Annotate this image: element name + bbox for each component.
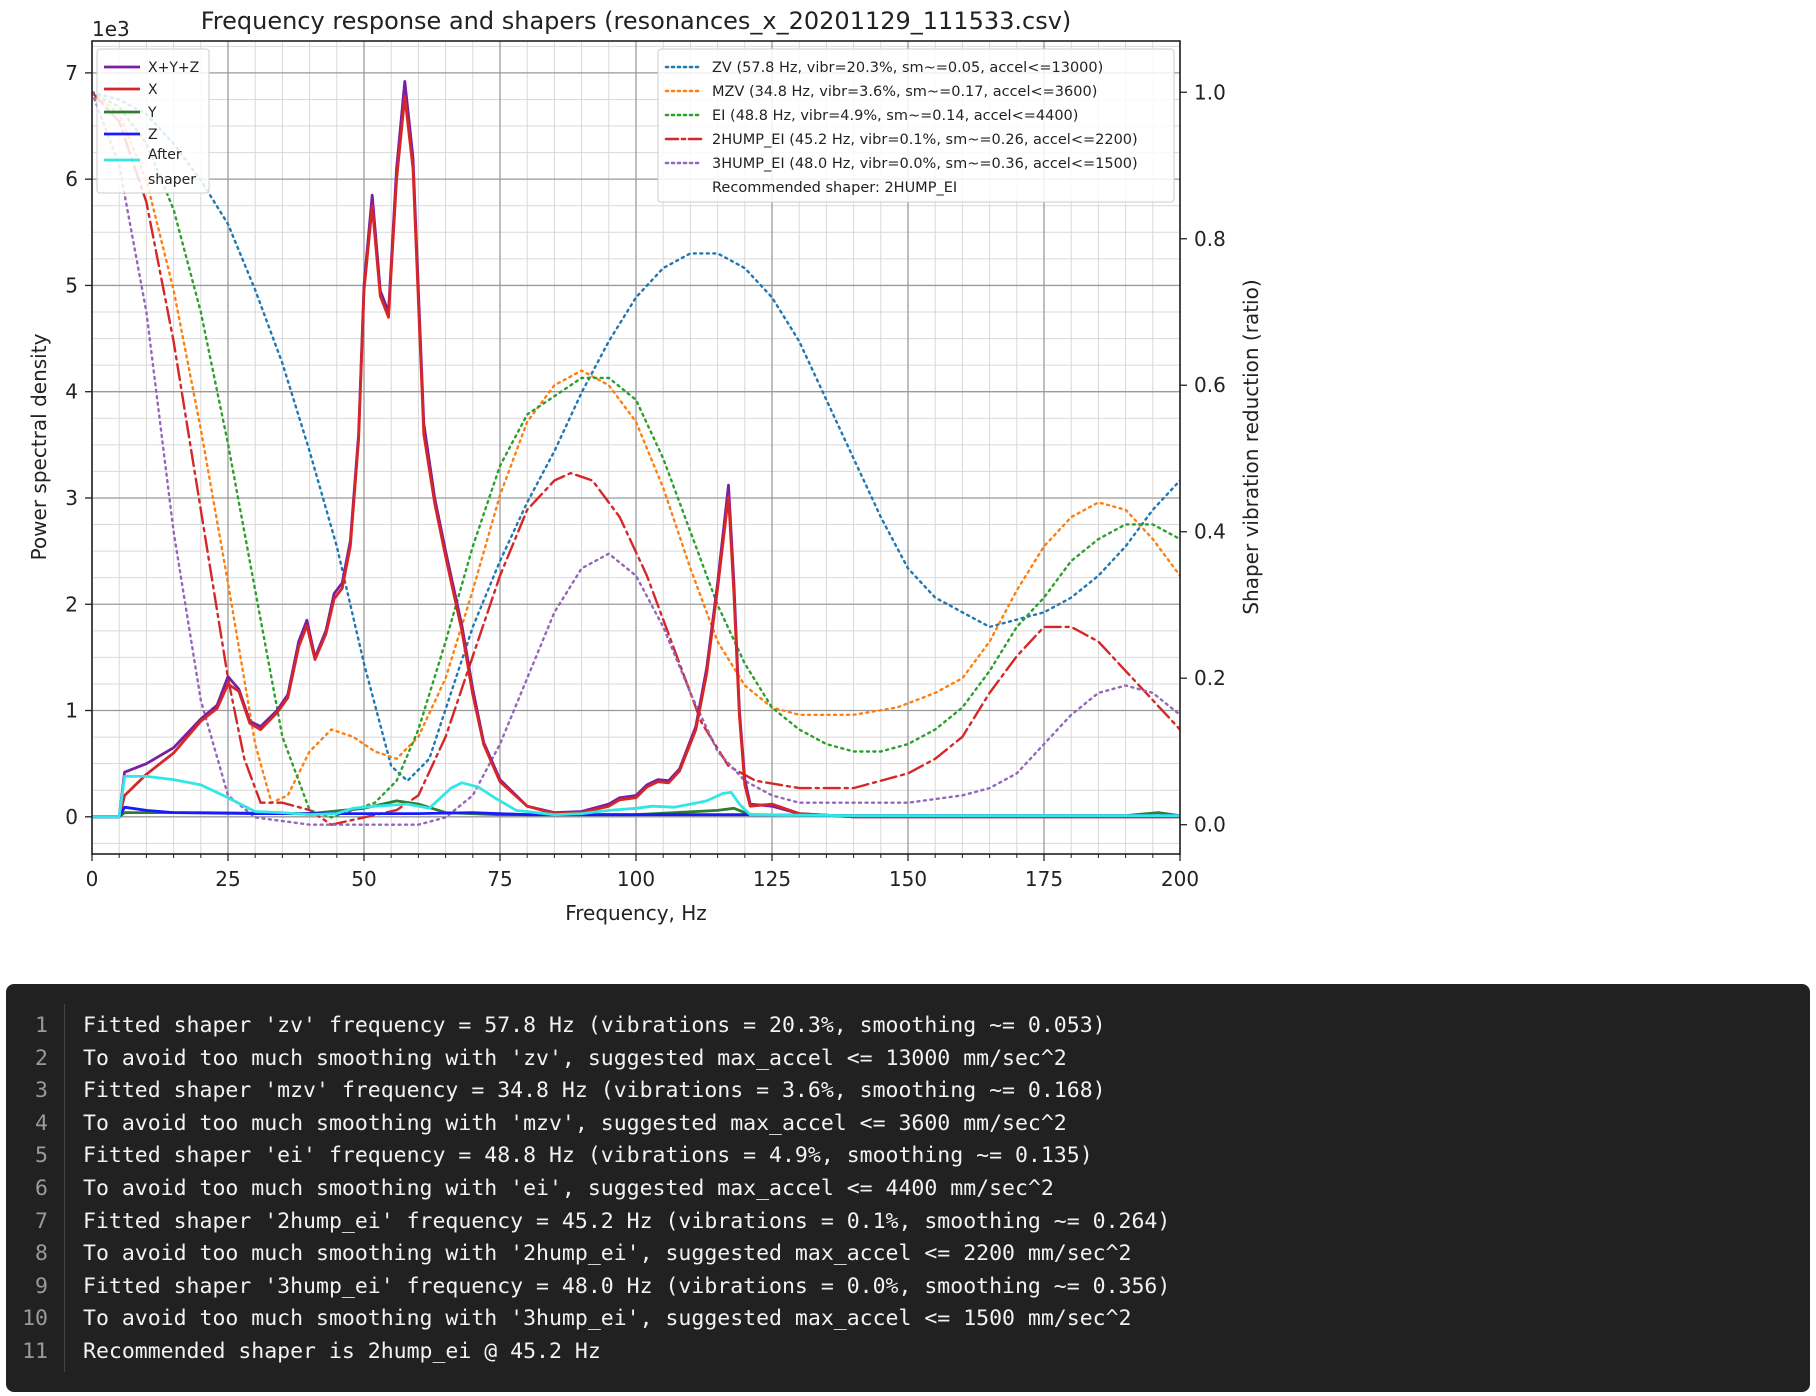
console-line-text: Recommended shaper is 2hump_ei @ 45.2 Hz [83, 1338, 601, 1364]
console-line-text: To avoid too much smoothing with '3hump_… [83, 1306, 1132, 1332]
y2-tick-label: 0.0 [1194, 813, 1226, 837]
console-output: 1 Fitted shaper 'zv' frequency = 57.8 Hz … [6, 984, 1810, 1392]
console-line: 11 Recommended shaper is 2hump_ei @ 45.2 … [6, 1336, 1810, 1369]
y-tick-label: 7 [65, 61, 78, 85]
x-tick-label: 200 [1161, 867, 1199, 891]
console-line: 9 Fitted shaper '3hump_ei' frequency = 48… [6, 1271, 1810, 1304]
legend-label-z: Z [148, 127, 158, 143]
y-tick-label: 6 [65, 167, 78, 191]
line-number: 11 [22, 1338, 48, 1364]
console-line: 5 Fitted shaper 'ei' frequency = 48.8 Hz … [6, 1140, 1810, 1173]
shaper-line-2hump-ei [92, 91, 1180, 826]
console-line-text: Fitted shaper 'mzv' frequency = 34.8 Hz … [83, 1078, 1106, 1104]
y-tick-label: 3 [65, 486, 78, 510]
chart-svg: 0 25 50 75 100 125 150 175 200 0 1 2 3 4 5 6 7 0.0 0.2 0.4 0… [27, 7, 1263, 925]
y2-tick-label: 1.0 [1194, 80, 1226, 104]
y-tick-label: 2 [65, 592, 78, 616]
x-tick-label: 25 [215, 867, 240, 891]
legend-recommended-text: Recommended shaper: 2HUMP_EI [712, 180, 957, 196]
y2-tick-label: 0.4 [1194, 520, 1226, 544]
console-lines: 1 Fitted shaper 'zv' frequency = 57.8 Hz … [6, 1010, 1810, 1369]
x-axis-label: Frequency, Hz [565, 901, 707, 925]
legend-label-x-y-z: X+Y+Z [148, 60, 199, 76]
y-axis-label: Power spectral density [27, 333, 51, 560]
frequency-response-chart: 0 25 50 75 100 125 150 175 200 0 1 2 3 4 5 6 7 0.0 0.2 0.4 0… [27, 7, 1263, 925]
x-tick-label: 125 [753, 867, 791, 891]
x-tick-label: 50 [351, 867, 376, 891]
line-number: 10 [22, 1306, 48, 1332]
console-line: 2 To avoid too much smoothing with 'zv', … [6, 1043, 1810, 1076]
line-number: 5 [35, 1143, 48, 1169]
console-line: 1 Fitted shaper 'zv' frequency = 57.8 Hz … [6, 1010, 1810, 1043]
console-line: 7 Fitted shaper '2hump_ei' frequency = 45… [6, 1206, 1810, 1239]
chart-title: Frequency response and shapers (resonanc… [201, 7, 1072, 35]
legend-label-3hump-ei: 3HUMP_EI (48.0 Hz, vibr=0.0%, sm~=0.36, … [712, 156, 1138, 172]
psd-line-x [92, 94, 1180, 819]
x-tick-label: 75 [487, 867, 512, 891]
y-tick-label: 0 [65, 805, 78, 829]
console-line: 8 To avoid too much smoothing with '2hump… [6, 1238, 1810, 1271]
x-tick-label: 100 [617, 867, 655, 891]
line-number-gutter [64, 1004, 65, 1372]
console-line: 10 To avoid too much smoothing with '3hum… [6, 1303, 1810, 1336]
psd-line-after-shaper [92, 775, 1180, 819]
y-tick-label: 4 [65, 380, 78, 404]
line-number: 4 [35, 1110, 48, 1136]
console-line-text: To avoid too much smoothing with 'ei', s… [83, 1175, 1054, 1201]
y-axis-multiplier: 1e3 [92, 17, 130, 41]
line-number: 6 [35, 1175, 48, 1201]
x-tick-label: 175 [1025, 867, 1063, 891]
y2-tick-label: 0.8 [1194, 227, 1226, 251]
console-line: 6 To avoid too much smoothing with 'ei', … [6, 1173, 1810, 1206]
psd-line-z [92, 805, 1180, 819]
console-line: 4 To avoid too much smoothing with 'mzv',… [6, 1108, 1810, 1141]
console-line-text: Fitted shaper 'ei' frequency = 48.8 Hz (… [83, 1143, 1093, 1169]
y2-axis-label: Shaper vibration reduction (ratio) [1239, 279, 1263, 614]
line-number: 1 [35, 1013, 48, 1038]
console-line: 3 Fitted shaper 'mzv' frequency = 34.8 Hz… [6, 1075, 1810, 1108]
line-number: 2 [35, 1045, 48, 1071]
shaper-line-ei [92, 91, 1180, 819]
line-number: 9 [35, 1273, 48, 1299]
y-tick-label: 1 [65, 699, 78, 723]
legend-right-box [657, 48, 1175, 203]
legend-label-x: X [148, 82, 158, 98]
legend-label-after-shaper: shaper [148, 172, 196, 188]
y2-tick-label: 0.2 [1194, 666, 1226, 690]
legend-label-zv: ZV (57.8 Hz, vibr=20.3%, sm~=0.05, accel… [712, 60, 1103, 76]
y-tick-label: 5 [65, 273, 78, 297]
x-tick-label: 150 [889, 867, 927, 891]
console-line-text: To avoid too much smoothing with 'mzv', … [83, 1110, 1067, 1136]
shaper-line-mzv [92, 91, 1180, 805]
console-line-text: Fitted shaper '2hump_ei' frequency = 45.… [83, 1208, 1171, 1234]
legend-label-ei: EI (48.8 Hz, vibr=4.9%, sm~=0.14, accel<… [712, 108, 1078, 124]
line-number: 7 [35, 1208, 48, 1234]
console-line-text: To avoid too much smoothing with 'zv', s… [83, 1045, 1067, 1071]
legend-left-box [96, 48, 210, 194]
x-tick-label: 0 [86, 867, 99, 891]
legend-label-2hump-ei: 2HUMP_EI (45.2 Hz, vibr=0.1%, sm~=0.26, … [712, 132, 1138, 148]
shaper-line-zv [92, 91, 1180, 783]
console-line-text: To avoid too much smoothing with '2hump_… [83, 1241, 1132, 1267]
line-number: 3 [35, 1078, 48, 1104]
shaper-line-3hump-ei [92, 91, 1180, 826]
legend-label-after-shaper: After [148, 147, 182, 163]
legend-label-y: Y [147, 105, 157, 121]
line-number: 8 [35, 1241, 48, 1267]
console-line-text: Fitted shaper 'zv' frequency = 57.8 Hz (… [83, 1013, 1106, 1038]
legend-label-mzv: MZV (34.8 Hz, vibr=3.6%, sm~=0.17, accel… [712, 84, 1097, 100]
y2-tick-label: 0.6 [1194, 373, 1226, 397]
console-line-text: Fitted shaper '3hump_ei' frequency = 48.… [83, 1273, 1171, 1299]
